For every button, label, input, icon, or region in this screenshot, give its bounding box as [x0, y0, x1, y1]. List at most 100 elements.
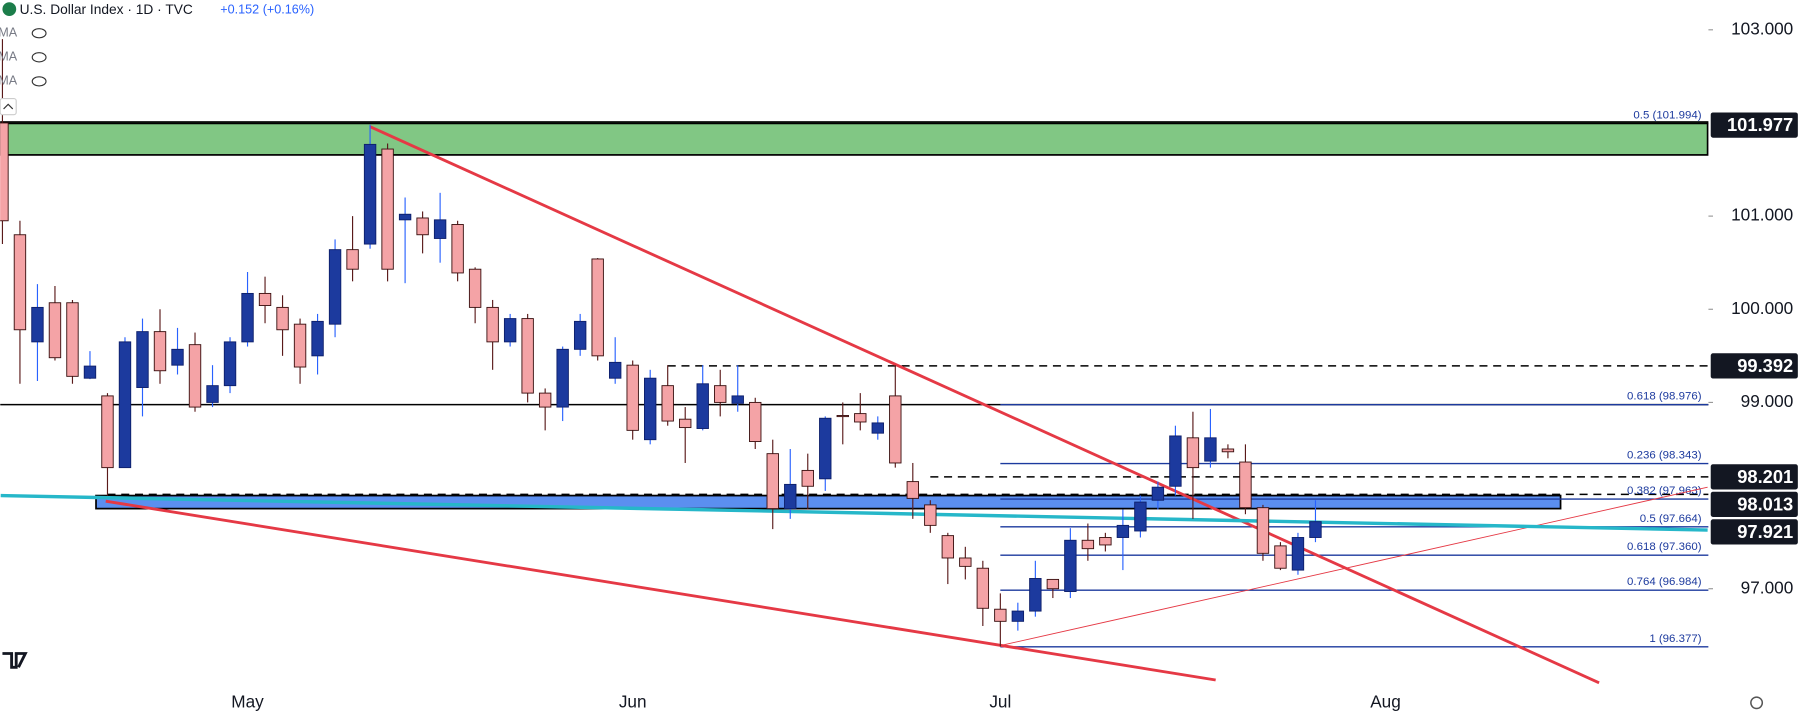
- visibility-icon: [31, 52, 47, 63]
- x-tick-label: Jul: [989, 691, 1011, 711]
- price-tag: [1710, 353, 1798, 379]
- candle-body: [398, 213, 412, 221]
- plot-area: 0.5 (101.994) 0.618 (98.976) 0.236 (98.343…: [0, 39, 1709, 685]
- candle-body: [223, 341, 237, 387]
- tv-logo: [2, 652, 28, 669]
- fib-label: 0.618 (98.976): [1627, 391, 1702, 403]
- candle-body: [1169, 435, 1182, 487]
- price-axis: May Jun Jul Aug 97.000 99.000 100.000 101.000 10…: [231, 18, 1798, 711]
- candle-body: [1099, 537, 1112, 546]
- candle-body: [503, 318, 517, 343]
- candle-body: [486, 306, 499, 343]
- candle-body: [258, 292, 272, 306]
- candle-body: [118, 341, 132, 469]
- candle-body: [976, 567, 990, 609]
- x-tick-label: Jun: [619, 691, 647, 711]
- visibility-icon: [31, 28, 47, 39]
- candle-body: [784, 483, 797, 510]
- candle-body: [644, 377, 657, 441]
- candle-body: [433, 219, 447, 239]
- indicator-label: EMA: [0, 26, 18, 40]
- candle-body: [1046, 578, 1060, 590]
- candle-body: [293, 323, 307, 368]
- candle-body: [766, 453, 779, 510]
- candle-body: [1221, 448, 1235, 453]
- candle-body: [1011, 610, 1025, 622]
- price-tag: [1710, 464, 1798, 490]
- candle-body: [66, 302, 79, 377]
- collapse-button[interactable]: [0, 98, 17, 116]
- candle-body: [0, 122, 9, 222]
- candle-body: [381, 148, 394, 270]
- y-tick-label: 101.000: [1731, 205, 1793, 225]
- fib-label: 1 (96.377): [1649, 633, 1701, 645]
- indicator-label: EMA: [0, 50, 18, 64]
- candle-body: [1134, 501, 1147, 532]
- candle-body: [819, 417, 832, 480]
- x-tick-label: Aug: [1370, 691, 1401, 711]
- candle-body: [13, 234, 27, 331]
- y-tick-label: 100.000: [1731, 298, 1793, 318]
- candle-body: [1029, 578, 1042, 612]
- visibility-icon: [31, 76, 47, 87]
- trendline: [369, 125, 1600, 685]
- candle-body: [363, 143, 377, 245]
- candle-body: [1274, 545, 1287, 569]
- candle-body: [31, 306, 44, 343]
- candle-body: [749, 401, 762, 443]
- candle-body: [714, 385, 727, 403]
- candle-body: [171, 348, 184, 366]
- candle-body: [679, 418, 692, 429]
- candle-body: [101, 395, 114, 469]
- candle-body: [924, 504, 937, 526]
- fib-label: 0.618 (97.360): [1627, 541, 1702, 553]
- candle-body: [889, 395, 902, 464]
- price-tag-label: 97.921: [1737, 521, 1793, 542]
- candle-body: [1256, 507, 1270, 554]
- candle-body: [906, 481, 919, 499]
- price-tag-label: 99.392: [1737, 355, 1793, 376]
- candle-body: [153, 331, 167, 372]
- fib-label: 0.5 (101.994): [1633, 110, 1701, 122]
- candle-body: [1116, 524, 1130, 538]
- change: +0.152: [220, 3, 259, 17]
- settings-icon[interactable]: [1750, 696, 1764, 710]
- price-tag-label: 98.013: [1737, 493, 1793, 514]
- y-tick-label: 97.000: [1741, 577, 1794, 597]
- candle-body: [48, 302, 62, 359]
- candle-body: [854, 413, 867, 423]
- candle-body: [328, 249, 342, 325]
- candle-body: [801, 469, 814, 487]
- change-pct: (+0.16%): [263, 3, 315, 17]
- candle-body: [556, 348, 569, 408]
- fib-label: 0.382 (97.963): [1627, 485, 1702, 497]
- collapse-icon: [3, 103, 14, 110]
- zone: [0, 121, 1709, 156]
- legend-header: U.S. Dollar Index · 1D · TVC +0.152 (+0.…: [0, 2, 1764, 710]
- candle-body: [573, 320, 587, 350]
- price-tag-label: 98.201: [1737, 466, 1793, 487]
- candle-body: [521, 318, 534, 394]
- candle-body: [731, 395, 744, 404]
- candle-body: [451, 224, 464, 274]
- candle-body: [83, 365, 97, 379]
- price-tag: [1710, 519, 1798, 545]
- candle-body: [416, 217, 429, 236]
- fib-label: 0.764 (96.984): [1627, 576, 1702, 588]
- x-tick-label: May: [231, 691, 264, 711]
- symbol-title: U.S. Dollar Index · 1D · TVC: [20, 2, 193, 17]
- symbol-icon: [2, 2, 17, 17]
- candle-body: [696, 383, 709, 429]
- y-tick-label: 103.000: [1731, 18, 1793, 38]
- candle-body: [241, 292, 254, 343]
- candle-body: [836, 415, 849, 418]
- candle-body: [626, 364, 639, 431]
- candle-body: [1081, 539, 1095, 550]
- candle-body: [1239, 461, 1252, 509]
- candle-body: [1186, 437, 1200, 469]
- candle-body: [346, 249, 359, 270]
- candle-body: [661, 385, 674, 422]
